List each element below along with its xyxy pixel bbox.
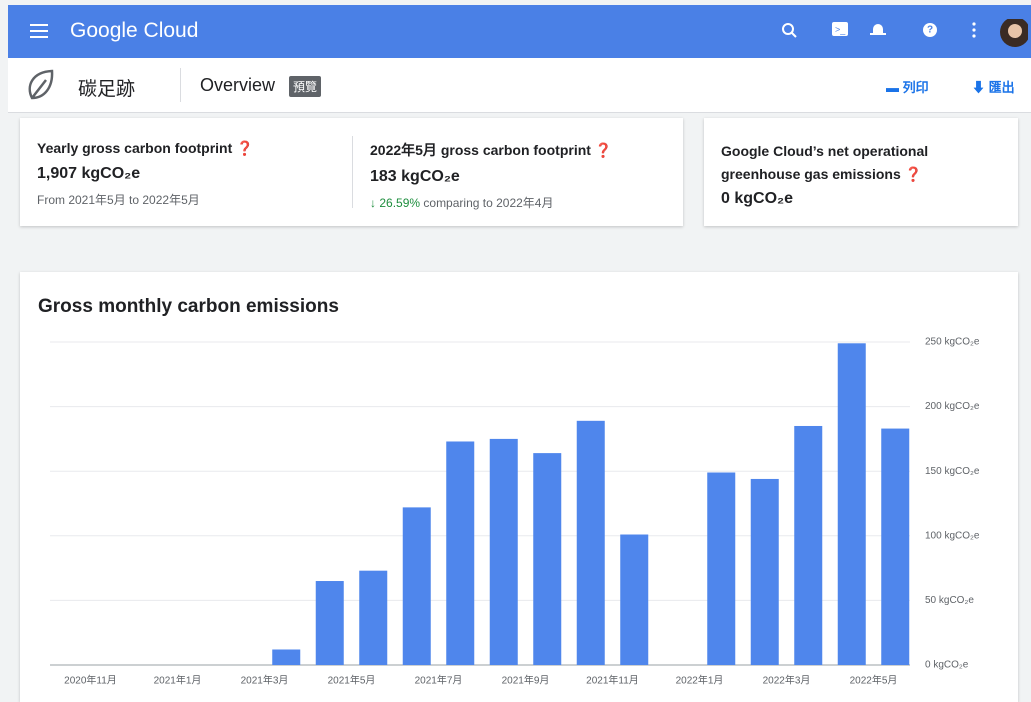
- x-tick-label: 2022年3月: [763, 674, 811, 687]
- bar: [533, 453, 561, 665]
- x-tick-label: 2022年5月: [850, 674, 898, 687]
- bar: [577, 421, 605, 665]
- bar: [359, 571, 387, 665]
- bar: [838, 343, 866, 665]
- bar: [403, 507, 431, 665]
- x-tick-label: 2020年11月: [64, 674, 117, 687]
- bar: [490, 439, 518, 665]
- x-tick-label: 2021年3月: [241, 674, 289, 687]
- bar: [446, 441, 474, 665]
- bar: [272, 649, 300, 665]
- bar: [620, 535, 648, 665]
- bar: [794, 426, 822, 665]
- x-tick-label: 2021年5月: [328, 674, 376, 687]
- x-tick-label: 2021年7月: [415, 674, 463, 687]
- page: Google Cloud >_ ? 碳足跡 Overview 預覽 ▬ 列印 ⬇…: [0, 0, 1031, 695]
- bar: [707, 472, 735, 665]
- bar: [751, 479, 779, 665]
- x-tick-label: 2021年11月: [586, 674, 639, 687]
- x-tick-label: 2022年1月: [676, 674, 724, 687]
- y-tick-label: 50 kgCO₂e: [925, 595, 974, 606]
- chart: Gross monthly carbon emissions 0 kgCO₂e 5…: [0, 0, 1031, 695]
- x-tick-label: 2021年9月: [502, 674, 550, 687]
- y-tick-label: 100 kgCO₂e: [925, 530, 980, 541]
- x-tick-label: 2021年1月: [154, 674, 202, 687]
- chart-title: Gross monthly carbon emissions: [38, 296, 339, 317]
- y-tick-label: 200 kgCO₂e: [925, 401, 980, 412]
- bar: [881, 429, 909, 665]
- bar: [316, 581, 344, 665]
- y-tick-label: 250 kgCO₂e: [925, 337, 980, 348]
- y-tick-label: 150 kgCO₂e: [925, 466, 980, 477]
- y-tick-label: 0 kgCO₂e: [925, 660, 969, 671]
